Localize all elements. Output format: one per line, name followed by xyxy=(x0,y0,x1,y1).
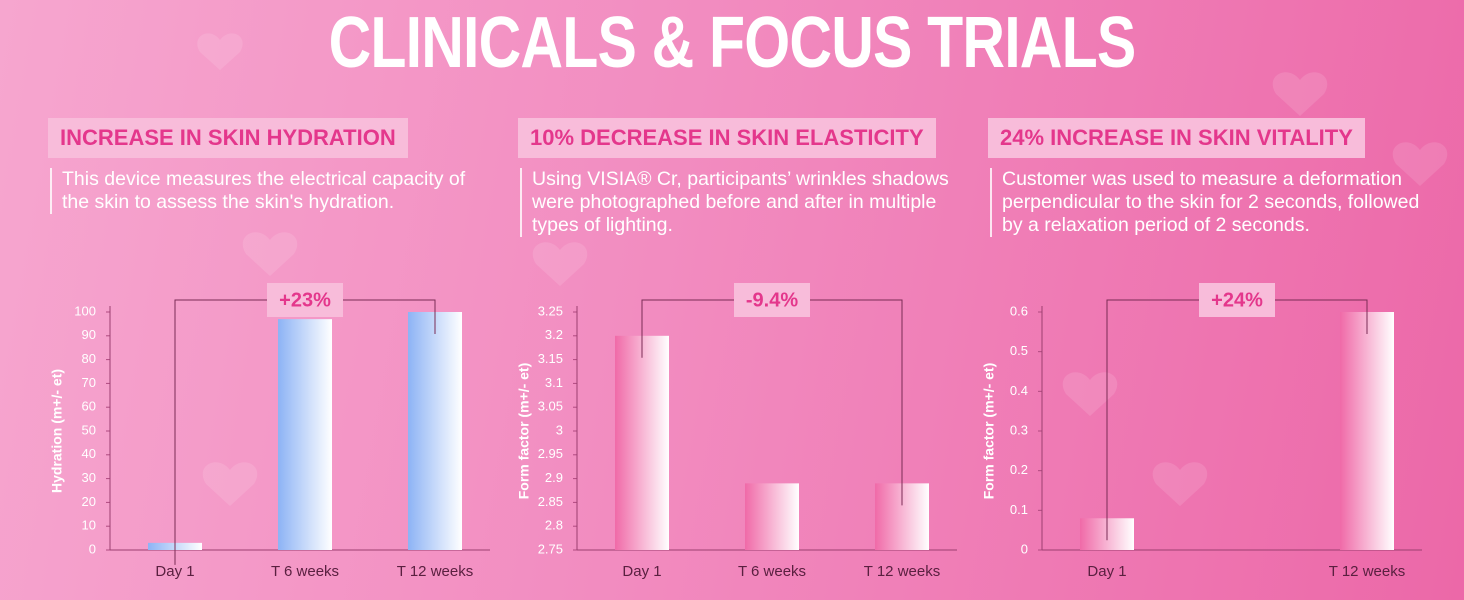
bracket xyxy=(1106,299,1368,541)
x-tick-label: Day 1 xyxy=(1087,563,1126,580)
y-tick-label: 2.75 xyxy=(538,541,563,556)
chart-description: This device measures the electrical capa… xyxy=(50,168,482,214)
y-tick-label: 40 xyxy=(82,446,96,461)
y-tick-label: 0.4 xyxy=(1010,383,1028,398)
annotation-box xyxy=(1199,283,1275,317)
x-tick-label: T 6 weeks xyxy=(271,563,339,580)
y-axis-label: Hydration (m+/- et) xyxy=(49,369,65,493)
x-tick-label: T 6 weeks xyxy=(738,563,806,580)
y-tick-label: 70 xyxy=(82,375,96,390)
annotation: -9.4% xyxy=(746,289,798,311)
y-tick-label: 100 xyxy=(74,303,96,318)
y-tick-label: 0 xyxy=(1021,541,1028,556)
bar xyxy=(1340,312,1394,550)
y-tick-label: 80 xyxy=(82,351,96,366)
y-tick-label: 20 xyxy=(82,494,96,509)
x-tick-label: T 12 weeks xyxy=(864,563,940,580)
y-tick-label: 50 xyxy=(82,422,96,437)
x-tick-label: Day 1 xyxy=(155,563,194,580)
annotation: +23% xyxy=(279,289,331,311)
y-tick-label: 3 xyxy=(556,422,563,437)
y-tick-label: 60 xyxy=(82,399,96,414)
bar xyxy=(278,319,332,550)
y-tick-label: 3.15 xyxy=(538,351,563,366)
y-tick-label: 3.25 xyxy=(538,303,563,318)
y-tick-label: 2.9 xyxy=(545,470,563,485)
chart-description: Customer was used to measure a deformati… xyxy=(990,168,1432,237)
page-title: CLINICALS & FOCUS TRIALS xyxy=(328,3,1137,83)
y-tick-label: 3.05 xyxy=(538,399,563,414)
y-axis-label: Form factor (m+/- et) xyxy=(516,363,532,500)
y-tick-label: 0.5 xyxy=(1010,343,1028,358)
y-tick-label: 0.3 xyxy=(1010,422,1028,437)
chart-description: Using VISIA® Cr, participants’ wrinkles … xyxy=(520,168,952,237)
y-tick-label: 90 xyxy=(82,327,96,342)
y-tick-label: 0.1 xyxy=(1010,502,1028,517)
annotation: +24% xyxy=(1211,289,1263,311)
chart-heading: 24% INCREASE IN SKIN VITALITY xyxy=(988,118,1365,158)
bar xyxy=(745,483,799,550)
chart-heading: 10% DECREASE IN SKIN ELASTICITY xyxy=(518,118,936,158)
y-tick-label: 0 xyxy=(89,541,96,556)
y-tick-label: 2.8 xyxy=(545,518,563,533)
y-axis-label: Form factor (m+/- et) xyxy=(981,363,997,500)
y-tick-label: 2.95 xyxy=(538,446,563,461)
annotation-box xyxy=(267,283,343,317)
x-tick-label: T 12 weeks xyxy=(1329,563,1405,580)
y-tick-label: 3.2 xyxy=(545,327,563,342)
y-tick-label: 30 xyxy=(82,470,96,485)
chart-heading: INCREASE IN SKIN HYDRATION xyxy=(48,118,408,158)
bar xyxy=(615,335,669,550)
bracket xyxy=(641,299,903,506)
annotation-box xyxy=(734,283,810,317)
y-tick-label: 3.1 xyxy=(545,375,563,390)
bar xyxy=(408,312,462,550)
x-tick-label: T 12 weeks xyxy=(397,563,473,580)
y-tick-label: 0.2 xyxy=(1010,462,1028,477)
y-tick-label: 0.6 xyxy=(1010,303,1028,318)
y-tick-label: 10 xyxy=(82,518,96,533)
y-tick-label: 2.85 xyxy=(538,494,563,509)
x-tick-label: Day 1 xyxy=(622,563,661,580)
